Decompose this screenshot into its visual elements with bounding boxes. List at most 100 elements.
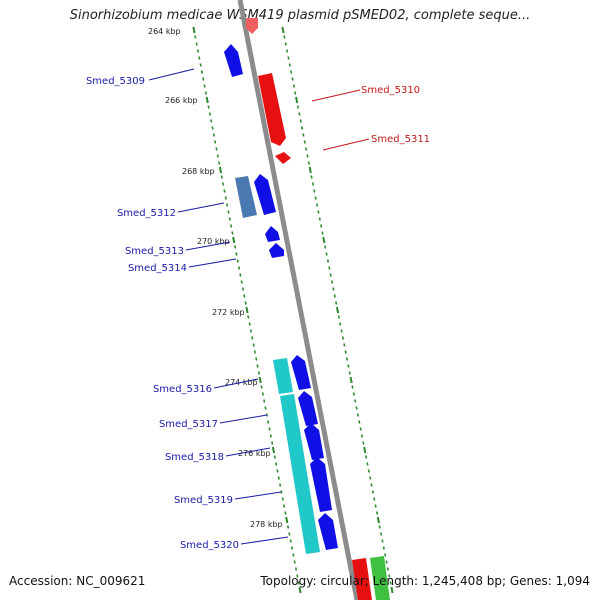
kbp-label-270: 270 kbp <box>197 237 230 246</box>
kbp-label-266: 266 kbp <box>165 96 198 105</box>
gene-arrow-smed-5312[interactable] <box>254 174 276 215</box>
minor-tick <box>321 231 324 235</box>
kbp-label-268: 268 kbp <box>182 167 215 176</box>
gene-track-cyan-lower[interactable] <box>280 394 320 554</box>
major-tick <box>245 306 249 314</box>
minor-tick <box>208 112 211 116</box>
minor-tick <box>300 126 304 130</box>
minor-tick <box>240 280 243 284</box>
minor-tick <box>233 245 237 249</box>
minor-tick <box>260 385 263 389</box>
major-tick <box>295 96 299 104</box>
minor-tick <box>385 560 388 564</box>
gene-arrow-smed-5314[interactable] <box>269 243 284 258</box>
minor-tick <box>359 427 362 431</box>
minor-tick <box>198 56 201 60</box>
minor-tick <box>303 140 306 144</box>
minor-tick <box>290 70 293 74</box>
minor-tick <box>344 350 347 354</box>
gene-arrow-smed-5319[interactable] <box>310 457 332 512</box>
minor-tick <box>384 553 387 557</box>
gene-label-smed-5310[interactable]: Smed_5310 <box>361 85 420 96</box>
leader-line-smed-5314 <box>188 258 237 268</box>
minor-tick <box>310 175 313 179</box>
gene-arrow-top-forward[interactable] <box>246 18 258 34</box>
major-tick <box>349 376 353 384</box>
minor-tick <box>247 315 250 319</box>
major-tick <box>218 166 223 174</box>
minor-tick <box>287 56 290 60</box>
minor-tick <box>386 567 389 571</box>
minor-tick <box>215 147 218 151</box>
minor-tick <box>251 336 254 340</box>
gene-label-smed-5312[interactable]: Smed_5312 <box>117 208 176 219</box>
gene-label-smed-5316[interactable]: Smed_5316 <box>153 384 212 395</box>
leader-line-smed-5316 <box>213 378 259 389</box>
minor-tick <box>313 189 316 193</box>
gene-arrow-smed-5320[interactable] <box>318 513 338 550</box>
gene-arrow-bottom-green[interactable] <box>370 556 390 600</box>
minor-tick <box>263 399 266 403</box>
gene-label-smed-5309[interactable]: Smed_5309 <box>86 76 145 87</box>
minor-tick <box>290 546 294 550</box>
minor-tick <box>211 126 214 130</box>
minor-tick <box>286 525 290 529</box>
gene-label-smed-5311[interactable]: Smed_5311 <box>371 134 430 145</box>
minor-tick <box>381 539 384 543</box>
gene-arrow-smed-5316[interactable] <box>291 355 311 390</box>
gene-arrow-smed-5310[interactable] <box>258 73 286 146</box>
minor-tick <box>288 532 291 536</box>
gene-label-smed-5314[interactable]: Smed_5314 <box>128 263 187 274</box>
major-tick <box>335 306 340 314</box>
gene-arrow-smed-5309[interactable] <box>224 44 243 77</box>
gene-arrow-smed-5311[interactable] <box>275 152 291 164</box>
minor-tick <box>362 441 365 445</box>
minor-tick <box>207 105 210 109</box>
major-tick <box>376 516 380 524</box>
leader-line-smed-5319 <box>234 491 282 500</box>
minor-tick <box>194 35 197 39</box>
gene-label-smed-5318[interactable]: Smed_5318 <box>165 452 224 463</box>
minor-tick <box>355 406 358 410</box>
minor-tick <box>306 154 309 158</box>
gene-label-smed-5313[interactable]: Smed_5313 <box>125 246 184 257</box>
minor-tick <box>296 574 299 578</box>
gene-arrow-smed-5318[interactable] <box>304 423 324 460</box>
minor-tick <box>284 511 287 515</box>
minor-tick <box>275 462 278 466</box>
major-tick <box>205 96 209 104</box>
minor-tick <box>325 252 328 256</box>
minor-tick <box>356 413 360 417</box>
gene-track-cyan-upper[interactable] <box>273 358 293 394</box>
minor-tick <box>314 196 317 200</box>
minor-tick <box>341 336 345 340</box>
minor-tick <box>302 133 305 137</box>
kbp-label-278: 278 kbp <box>250 520 283 529</box>
minor-tick <box>220 175 223 179</box>
minor-tick <box>326 259 330 263</box>
minor-tick <box>352 392 355 396</box>
major-tick <box>390 586 394 594</box>
minor-tick <box>283 504 286 508</box>
minor-tick <box>315 203 319 207</box>
gene-arrow-smed-5317[interactable] <box>298 391 318 426</box>
kbp-label-272: 272 kbp <box>212 308 245 317</box>
minor-tick <box>367 469 370 473</box>
major-tick <box>271 446 276 454</box>
minor-tick <box>288 63 291 67</box>
genome-backbone <box>237 0 360 600</box>
minor-tick <box>348 371 351 375</box>
gene-label-smed-5319[interactable]: Smed_5319 <box>174 495 233 506</box>
gene-label-smed-5317[interactable]: Smed_5317 <box>159 419 218 430</box>
gene-arrow-bottom-forward[interactable] <box>352 558 372 600</box>
gene-arrow-smed-5313[interactable] <box>265 226 280 242</box>
minor-tick <box>382 546 385 550</box>
major-tick <box>192 26 196 34</box>
minor-tick <box>249 329 253 333</box>
minor-tick <box>294 91 297 95</box>
minor-tick <box>324 245 327 249</box>
leader-line-smed-5309 <box>148 68 195 81</box>
minor-tick <box>269 434 272 438</box>
gene-label-smed-5320[interactable]: Smed_5320 <box>180 540 239 551</box>
gene-track-smed-5312[interactable] <box>235 176 257 218</box>
